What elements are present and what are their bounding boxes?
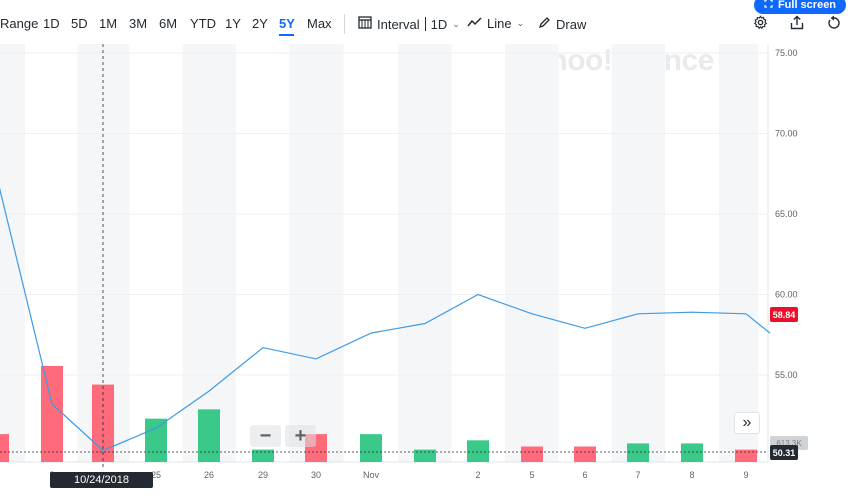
- range-1m-button[interactable]: 1M: [99, 16, 118, 31]
- x-tick-label: 25: [151, 470, 161, 480]
- fullscreen-button[interactable]: Full screen: [754, 0, 846, 14]
- x-tick-label: Nov: [363, 470, 380, 480]
- volume-bar: [521, 446, 543, 462]
- range-6m-button[interactable]: 6M: [159, 16, 178, 31]
- weekday-band: [505, 44, 559, 462]
- text-cursor: [424, 17, 426, 31]
- interval-icon: [358, 16, 372, 32]
- range-1d-button[interactable]: 1D: [43, 16, 60, 31]
- toolbar-divider: [344, 14, 345, 34]
- range-5y-button[interactable]: 5Y: [279, 16, 295, 31]
- weekday-band: [289, 44, 344, 462]
- x-tick-label: 7: [635, 470, 640, 480]
- range-3m-button[interactable]: 3M: [129, 16, 148, 31]
- draw-label: Draw: [556, 16, 587, 32]
- weekday-band: [611, 44, 665, 462]
- chart-toolbar: Range 1D 5D 1M 3M 6M YTD 1Y 2Y 5Y Max In…: [0, 0, 852, 44]
- weekday-band: [398, 44, 452, 462]
- volume-bars: [0, 366, 757, 462]
- y-tick-label: 65.00: [775, 209, 798, 219]
- range-2y-button[interactable]: 2Y: [252, 16, 268, 31]
- gear-icon[interactable]: [753, 15, 769, 31]
- low-price-badge: 50.31: [770, 445, 798, 460]
- chart-type-dropdown[interactable]: Line ⌄: [467, 16, 524, 31]
- volume-bar: [145, 418, 167, 462]
- interval-dropdown[interactable]: Interval 1D ⌄: [358, 16, 460, 32]
- scroll-right-button[interactable]: »: [734, 412, 760, 434]
- crosshair-date-badge: 10/24/2018: [50, 472, 153, 488]
- range-label[interactable]: Range: [0, 16, 39, 31]
- zoom-in-button[interactable]: +: [285, 425, 316, 447]
- chevron-down-icon: ⌄: [452, 18, 460, 29]
- volume-bar: [41, 366, 63, 462]
- zoom-controls: − +: [250, 425, 320, 449]
- volume-bar: [467, 440, 489, 462]
- y-tick-label: 70.00: [775, 129, 798, 139]
- volume-bar: [198, 409, 220, 462]
- volume-bar: [360, 434, 382, 462]
- interval-value: 1D: [430, 16, 448, 32]
- y-tick-label: 75.00: [775, 48, 798, 58]
- active-range-indicator: [279, 34, 294, 36]
- interval-label: Interval: [377, 16, 420, 32]
- weekday-band: [719, 44, 758, 462]
- x-tick-label: 30: [311, 470, 321, 480]
- grid-lines: [0, 52, 768, 376]
- volume-bar: [574, 446, 596, 462]
- x-tick-label: 2: [475, 470, 480, 480]
- reset-icon[interactable]: [827, 15, 843, 31]
- line-chart-icon: [467, 16, 482, 31]
- range-1y-button[interactable]: 1Y: [225, 16, 241, 31]
- weekday-bands: [0, 44, 758, 462]
- volume-bar: [681, 443, 703, 462]
- x-tick-label: 6: [582, 470, 587, 480]
- x-tick-label: 29: [258, 470, 268, 480]
- range-ytd-button[interactable]: YTD: [190, 16, 216, 31]
- weekday-band: [182, 44, 236, 462]
- range-5d-button[interactable]: 5D: [71, 16, 88, 31]
- volume-bar: [735, 449, 757, 462]
- range-max-button[interactable]: Max: [307, 16, 332, 31]
- y-tick-label: 60.00: [775, 290, 798, 300]
- chart-type-label: Line: [487, 16, 512, 31]
- x-tick-label: 5: [529, 470, 534, 480]
- pencil-icon: [538, 16, 551, 32]
- weekday-band: [0, 44, 25, 462]
- draw-button[interactable]: Draw: [538, 16, 586, 32]
- double-chevron-right-icon: »: [742, 414, 752, 431]
- x-tick-label: 9: [743, 470, 748, 480]
- y-axis-ticks: 75.00 70.00 65.00 60.00 55.00: [775, 48, 798, 380]
- volume-bar: [414, 449, 436, 462]
- x-tick-label: 26: [204, 470, 214, 480]
- zoom-out-button[interactable]: −: [250, 425, 281, 447]
- last-price-badge: 58.84: [770, 307, 798, 322]
- x-axis-ticks: 225262930Nov256789: [49, 470, 748, 480]
- volume-bar: [0, 434, 9, 462]
- volume-bar: [252, 449, 274, 462]
- share-icon[interactable]: [790, 15, 806, 31]
- fullscreen-label: Full screen: [777, 0, 837, 11]
- y-tick-label: 55.00: [775, 370, 798, 380]
- price-line: [0, 187, 771, 452]
- x-tick-label: 8: [689, 470, 694, 480]
- chevron-down-icon: ⌄: [516, 18, 525, 28]
- volume-bar: [627, 443, 649, 462]
- expand-icon: [764, 0, 773, 11]
